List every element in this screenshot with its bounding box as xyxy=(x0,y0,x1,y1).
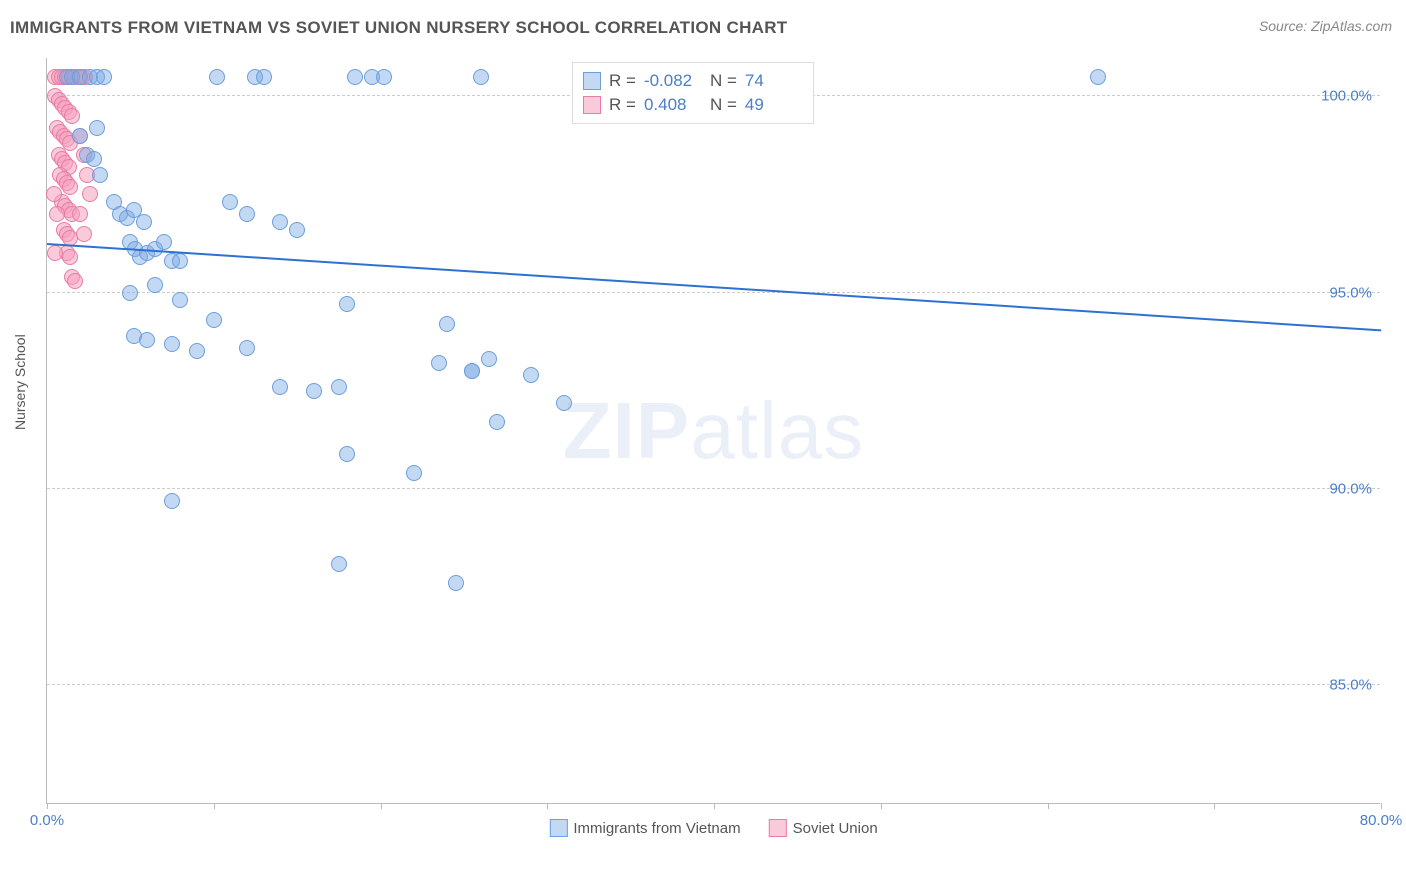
data-point xyxy=(339,446,355,462)
gridline xyxy=(47,684,1380,685)
data-point xyxy=(189,343,205,359)
x-tick xyxy=(881,803,882,809)
legend-item: Immigrants from Vietnam xyxy=(549,819,740,837)
legend-label: Immigrants from Vietnam xyxy=(573,820,740,837)
x-tick xyxy=(381,803,382,809)
data-point xyxy=(272,379,288,395)
data-point xyxy=(47,245,63,261)
data-point xyxy=(72,128,88,144)
y-tick-label: 90.0% xyxy=(1329,480,1372,497)
data-point xyxy=(172,292,188,308)
data-point xyxy=(172,253,188,269)
data-point xyxy=(72,206,88,222)
data-point xyxy=(209,69,225,85)
data-point xyxy=(76,226,92,242)
x-tick xyxy=(714,803,715,809)
data-point xyxy=(448,575,464,591)
legend-swatch xyxy=(769,819,787,837)
x-tick-label: 80.0% xyxy=(1360,812,1403,829)
x-tick xyxy=(547,803,548,809)
r-label: R = xyxy=(609,93,636,117)
n-label: N = xyxy=(710,69,737,93)
r-value: 0.408 xyxy=(644,93,702,117)
data-point xyxy=(67,273,83,289)
n-value: 49 xyxy=(745,93,803,117)
data-point xyxy=(86,151,102,167)
legend-stats-row: R = -0.082 N = 74 xyxy=(583,69,803,93)
data-point xyxy=(62,179,78,195)
legend: Immigrants from Vietnam Soviet Union xyxy=(549,819,877,837)
data-point xyxy=(464,363,480,379)
r-label: R = xyxy=(609,69,636,93)
data-point xyxy=(239,340,255,356)
data-point xyxy=(89,120,105,136)
data-point xyxy=(331,379,347,395)
data-point xyxy=(523,367,539,383)
legend-swatch xyxy=(583,96,601,114)
r-value: -0.082 xyxy=(644,69,702,93)
data-point xyxy=(64,108,80,124)
data-point xyxy=(556,395,572,411)
data-point xyxy=(62,249,78,265)
chart-title: IMMIGRANTS FROM VIETNAM VS SOVIET UNION … xyxy=(10,18,788,38)
data-point xyxy=(147,277,163,293)
data-point xyxy=(256,69,272,85)
plot-area: ZIPatlas 85.0%90.0%95.0%100.0%0.0%80.0%R… xyxy=(46,58,1380,804)
data-point xyxy=(164,493,180,509)
x-tick xyxy=(1381,803,1382,809)
y-axis-label: Nursery School xyxy=(12,334,28,430)
data-point xyxy=(96,69,112,85)
data-point xyxy=(406,465,422,481)
gridline xyxy=(47,292,1380,293)
y-tick-label: 95.0% xyxy=(1329,284,1372,301)
x-tick xyxy=(1048,803,1049,809)
data-point xyxy=(339,296,355,312)
legend-label: Soviet Union xyxy=(793,820,878,837)
legend-swatch xyxy=(549,819,567,837)
data-point xyxy=(206,312,222,328)
data-point xyxy=(347,69,363,85)
gridline xyxy=(47,488,1380,489)
data-point xyxy=(272,214,288,230)
legend-stats: R = -0.082 N = 74 R = 0.408 N = 49 xyxy=(572,62,814,124)
watermark: ZIPatlas xyxy=(563,385,864,477)
data-point xyxy=(49,206,65,222)
data-point xyxy=(306,383,322,399)
data-point xyxy=(331,556,347,572)
legend-stats-row: R = 0.408 N = 49 xyxy=(583,93,803,117)
data-point xyxy=(439,316,455,332)
data-point xyxy=(156,234,172,250)
data-point xyxy=(239,206,255,222)
data-point xyxy=(82,186,98,202)
data-point xyxy=(46,186,62,202)
legend-swatch xyxy=(583,72,601,90)
data-point xyxy=(136,214,152,230)
data-point xyxy=(92,167,108,183)
data-point xyxy=(289,222,305,238)
data-point xyxy=(1090,69,1106,85)
data-point xyxy=(122,285,138,301)
data-point xyxy=(481,351,497,367)
data-point xyxy=(139,332,155,348)
x-tick-label: 0.0% xyxy=(30,812,64,829)
data-point xyxy=(431,355,447,371)
data-point xyxy=(164,336,180,352)
x-tick xyxy=(214,803,215,809)
y-tick-label: 85.0% xyxy=(1329,677,1372,694)
source-label: Source: ZipAtlas.com xyxy=(1259,18,1392,34)
trend-line xyxy=(47,243,1381,331)
data-point xyxy=(222,194,238,210)
data-point xyxy=(376,69,392,85)
data-point xyxy=(473,69,489,85)
n-label: N = xyxy=(710,93,737,117)
y-tick-label: 100.0% xyxy=(1321,88,1372,105)
x-tick xyxy=(1214,803,1215,809)
x-tick xyxy=(47,803,48,809)
n-value: 74 xyxy=(745,69,803,93)
data-point xyxy=(489,414,505,430)
legend-item: Soviet Union xyxy=(769,819,878,837)
